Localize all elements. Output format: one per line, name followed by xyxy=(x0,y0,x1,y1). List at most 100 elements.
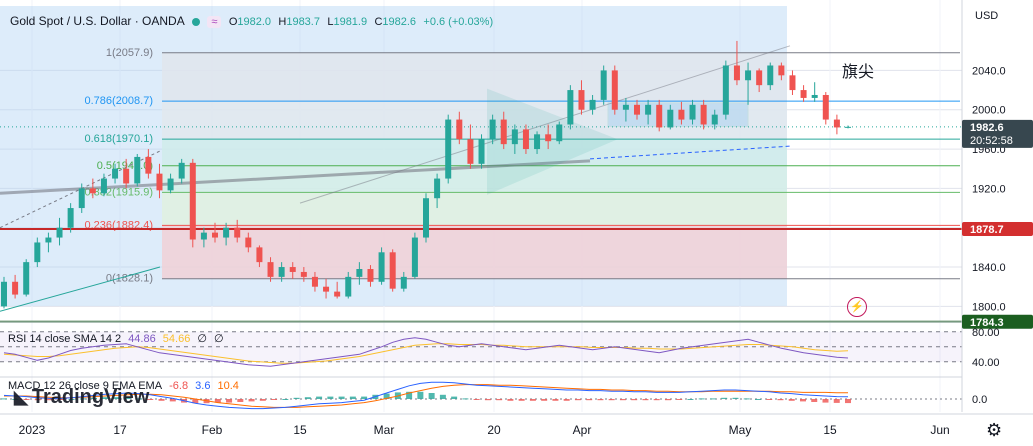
macd-histogram-bar-13 xyxy=(147,399,154,400)
macd-histogram-bar-29 xyxy=(327,396,334,399)
macd-histogram-bar-7 xyxy=(79,398,86,400)
candle-body-48 xyxy=(534,134,541,150)
candle-body-39 xyxy=(434,178,441,199)
trend-line-support xyxy=(0,159,591,195)
macd-histogram-bar-72 xyxy=(811,399,818,402)
macd-histogram-bar-42 xyxy=(473,399,480,400)
candle-body-65 xyxy=(722,65,729,115)
price-tick-1: 2000.0 xyxy=(972,105,1006,117)
rsi-extra-1: ∅ xyxy=(197,333,207,345)
candle-body-5 xyxy=(56,227,63,238)
candle-body-61 xyxy=(678,109,685,120)
fib-level-label-1: 0.786(2008.7) xyxy=(85,95,154,107)
candle-body-51 xyxy=(567,90,574,125)
macd-histogram-bar-45 xyxy=(507,399,514,401)
macd-title[interactable]: MACD 12 26 close 9 EMA EMA xyxy=(8,380,163,392)
compare-icon[interactable]: ≈ xyxy=(207,16,222,28)
green-level-tag: 1784.3 xyxy=(970,317,1004,329)
green-level-tag-bg xyxy=(962,314,1033,329)
candle-body-68 xyxy=(756,70,763,86)
symbol-title[interactable]: Gold Spot / U.S. Dollar · OANDA xyxy=(10,14,185,28)
macd-histogram-bar-67 xyxy=(754,399,761,400)
chart-settings-gear-icon[interactable]: ⚙ xyxy=(986,420,1003,440)
macd-tick-0: 0.0 xyxy=(972,394,987,406)
macd-histogram-bar-73 xyxy=(822,399,829,403)
ohlc-open: 1982.0 xyxy=(237,16,272,28)
macd-histogram-bar-0 xyxy=(1,398,7,400)
trend-line-extension xyxy=(589,145,791,160)
candle-body-54 xyxy=(600,70,607,100)
market-status-dot-icon xyxy=(192,17,201,26)
macd-histogram-bar-50 xyxy=(563,399,570,401)
rsi-ma-value: 54.66 xyxy=(162,333,191,345)
candle-body-64 xyxy=(711,114,718,125)
candle-body-34 xyxy=(378,252,385,282)
macd-histogram-bar-3 xyxy=(34,399,41,401)
macd-histogram-bar-62 xyxy=(698,398,705,400)
candle-body-25 xyxy=(278,267,285,277)
macd-histogram-bar-5 xyxy=(57,399,64,400)
currency-label[interactable]: USD xyxy=(975,10,999,22)
macd-histogram-bar-30 xyxy=(338,396,345,399)
macd-histogram-bar-6 xyxy=(68,399,75,400)
macd-histogram-bar-64 xyxy=(721,397,728,399)
macd-histogram-bar-22 xyxy=(248,399,255,402)
red-level-tag-bg xyxy=(962,221,1033,236)
time-tick-8: 15 xyxy=(823,423,837,437)
rsi-legend[interactable]: RSI 14 close SMA 14 2 44.86 54.66 ∅ ∅ xyxy=(8,332,228,345)
replay-icon[interactable]: ⚡ xyxy=(847,297,867,317)
candle-body-31 xyxy=(345,276,352,297)
candle-body-26 xyxy=(289,267,296,272)
candle-body-74 xyxy=(822,94,829,120)
macd-legend[interactable]: MACD 12 26 close 9 EMA EMA -6.8 3.6 10.4 xyxy=(8,380,243,392)
candle-body-38 xyxy=(423,198,429,238)
macd-histogram-bar-75 xyxy=(845,399,851,404)
countdown-tag: 20:52:58 xyxy=(970,135,1013,147)
candle-body-0 xyxy=(1,281,7,307)
macd-histogram-bar-51 xyxy=(574,399,581,401)
symbol-legend[interactable]: Gold Spot / U.S. Dollar · OANDA ≈ O1982.… xyxy=(10,14,497,28)
candle-body-72 xyxy=(800,90,807,98)
macd-histogram-bar-17 xyxy=(192,399,199,404)
macd-histogram-bar-20 xyxy=(226,399,233,403)
candle-body-58 xyxy=(645,104,652,115)
macd-histogram-bar-32 xyxy=(361,396,368,399)
candle-body-21 xyxy=(234,227,241,238)
macd-histogram-bar-24 xyxy=(271,399,278,400)
macd-histogram-bar-48 xyxy=(541,399,548,401)
macd-histogram-bar-38 xyxy=(428,393,435,399)
candle-body-37 xyxy=(411,237,418,277)
macd-histogram-bar-36 xyxy=(406,391,413,399)
pennant-triangle xyxy=(487,88,618,195)
candle-body-49 xyxy=(545,134,552,142)
tradingview-logo-icon: ◣ xyxy=(14,387,28,407)
candle-body-57 xyxy=(634,104,640,115)
ohlc-close: 1982.6 xyxy=(382,16,417,28)
macd-histogram-bar-44 xyxy=(496,399,503,401)
candle-body-23 xyxy=(256,247,263,263)
macd-histogram-bar-63 xyxy=(709,398,716,400)
macd-histogram-bar-41 xyxy=(462,398,469,400)
candle-body-75 xyxy=(833,119,840,128)
macd-histogram-bar-61 xyxy=(687,399,694,400)
macd-histogram-bar-12 xyxy=(136,398,143,400)
macd-histogram-bar-14 xyxy=(158,399,165,401)
price-tick-6: 1800.0 xyxy=(972,301,1006,313)
candle-body-42 xyxy=(467,139,474,164)
candle-body-41 xyxy=(456,119,463,140)
rsi-ma-line xyxy=(3,343,849,364)
candle-body-46 xyxy=(511,129,518,145)
fib-zone-0 xyxy=(162,52,787,102)
macd-histogram-bar-55 xyxy=(619,399,626,401)
rsi-value: 44.86 xyxy=(128,333,156,345)
macd-histogram-bar-52 xyxy=(586,399,593,401)
macd-histogram-bar-46 xyxy=(518,399,525,401)
candle-body-40 xyxy=(445,119,452,179)
candle-body-70 xyxy=(778,65,785,76)
candle-body-50 xyxy=(556,124,563,142)
fib-zone-5 xyxy=(162,225,787,279)
annotation-flag-tip[interactable]: 旗尖 xyxy=(842,64,875,81)
rsi-title[interactable]: RSI 14 close SMA 14 2 xyxy=(8,333,122,345)
price-tick-5: 1840.0 xyxy=(972,262,1006,274)
